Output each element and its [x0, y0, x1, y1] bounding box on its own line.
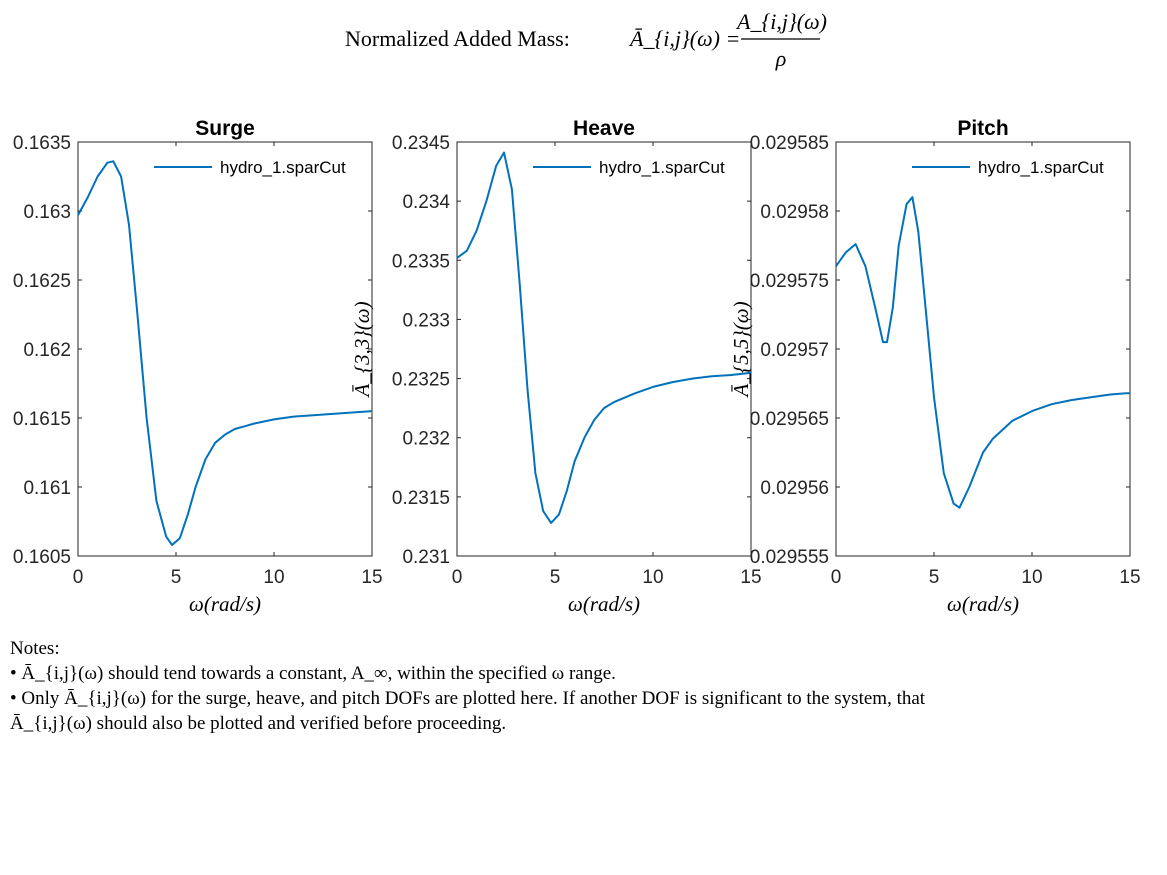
y-tick-label: 0.029585: [750, 133, 829, 154]
notes-bullet-2-line-2: Ā_{i,j}(ω) should also be plotted and ve…: [10, 713, 507, 734]
series-line: [77, 160, 373, 546]
y-tick-label: 0.162: [23, 340, 71, 361]
x-axis-label: ω(rad/s): [568, 592, 640, 616]
plot-area: [835, 141, 1131, 557]
y-tick-label: 0.161: [23, 478, 71, 499]
y-tick-label: 0.1625: [13, 271, 71, 292]
figure-title-lhs: Ā_{i,j}(ω) =: [628, 26, 740, 51]
heave-panel: 0 5 10 15 0.231 0.2315 0.232 0.2325 0.233 0.2335 0…: [350, 117, 762, 616]
figure-title-denominator: ρ: [775, 46, 787, 71]
plot-area: [77, 141, 373, 557]
y-tick-label: 0.234: [402, 192, 450, 213]
x-tick-label: 5: [929, 567, 940, 588]
legend-label: hydro_1.sparCut: [978, 158, 1104, 177]
y-tick-label: 0.2315: [392, 488, 450, 509]
x-tick-label: 0: [831, 567, 842, 588]
plot-area: [456, 141, 752, 557]
y-tick-label: 0.02957: [760, 340, 829, 361]
y-tick-label: 0.163: [23, 202, 71, 223]
x-tick-label: 10: [642, 567, 663, 588]
notes-block: Notes: • Ā_{i,j}(ω) should tend towards …: [10, 636, 1140, 736]
notes-bullet-1: • Ā_{i,j}(ω) should tend towards a const…: [10, 663, 616, 684]
panel-title: Surge: [195, 117, 255, 140]
x-tick-label: 5: [550, 567, 561, 588]
y-tick-label: 0.029565: [750, 409, 829, 430]
x-tick-label: 10: [263, 567, 284, 588]
y-tick-label: 0.1635: [13, 133, 71, 154]
x-tick-label: 10: [1021, 567, 1042, 588]
y-tick-label: 0.1615: [13, 409, 71, 430]
notes-bullet-2-line-1: • Only Ā_{i,j}(ω) for the surge, heave, …: [10, 688, 926, 709]
x-tick-label: 0: [452, 567, 463, 588]
y-axis-label: Ā_{5,5}(ω): [729, 301, 753, 398]
y-tick-label: 0.232: [402, 429, 450, 450]
y-tick-label: 0.1605: [13, 547, 71, 568]
series-line: [835, 196, 1130, 509]
x-tick-label: 15: [1119, 567, 1140, 588]
x-tick-label: 15: [740, 567, 761, 588]
x-tick-label: 15: [361, 567, 382, 588]
y-tick-label: 0.2345: [392, 133, 450, 154]
notes-heading: Notes:: [10, 638, 60, 659]
y-axis-label: Ā_{3,3}(ω): [350, 301, 374, 398]
y-tick-label: 0.02956: [760, 478, 829, 499]
y-tick-label: 0.029575: [750, 271, 829, 292]
y-tick-label: 0.2335: [392, 251, 450, 272]
x-tick-label: 5: [171, 567, 182, 588]
series-line: [456, 151, 752, 524]
legend-label: hydro_1.sparCut: [599, 158, 725, 177]
pitch-panel: 0 5 10 150.0295550.029560.0295650.029570.02…: [729, 117, 1141, 616]
x-axis-label: ω(rad/s): [189, 592, 261, 616]
y-tick-label: 0.02958: [760, 202, 829, 223]
y-tick-label: 0.029555: [750, 547, 829, 568]
panel-title: Pitch: [957, 117, 1008, 140]
panel-title: Heave: [573, 117, 635, 140]
surge-panel: 0 5 10 15 0.1605 0.161 0.1615 0.162 0.1625 0.163 0…: [13, 117, 383, 616]
figure-title-numerator: A_{i,j}(ω): [735, 9, 827, 34]
y-tick-label: 0.233: [402, 310, 450, 331]
figure-title: Normalized Added Mass: Ā_{i,j}(ω) = A_{i…: [345, 9, 827, 71]
legend-label: hydro_1.sparCut: [220, 158, 346, 177]
y-tick-label: 0.2325: [392, 370, 450, 391]
y-tick-label: 0.231: [402, 547, 450, 568]
x-tick-label: 0: [73, 567, 84, 588]
figure-title-prefix: Normalized Added Mass:: [345, 26, 570, 51]
x-axis-label: ω(rad/s): [947, 592, 1019, 616]
